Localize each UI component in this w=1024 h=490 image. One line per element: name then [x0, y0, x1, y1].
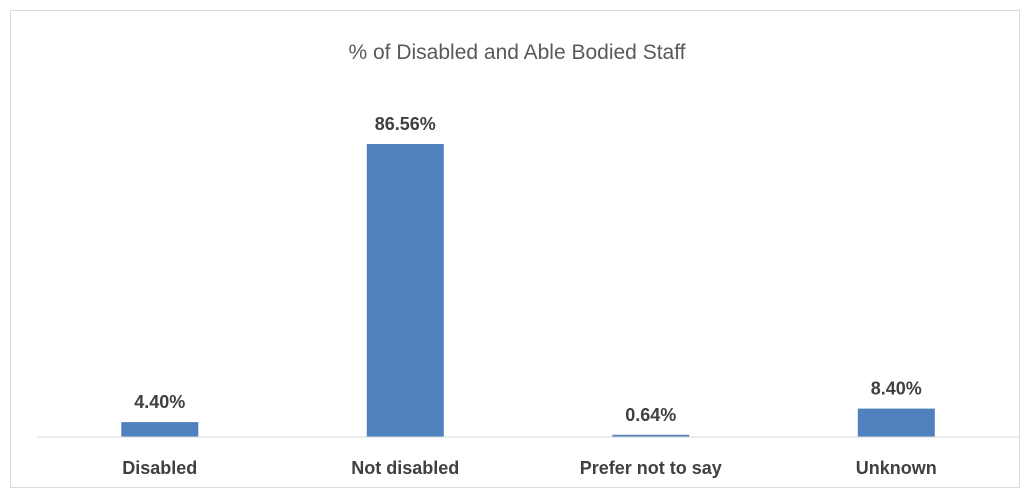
category-label: Not disabled — [351, 458, 459, 478]
chart-title: % of Disabled and Able Bodied Staff — [348, 41, 685, 64]
chart-frame: % of Disabled and Able Bodied Staff 4.40… — [10, 10, 1020, 488]
bar-not-disabled — [366, 144, 444, 437]
bar-prefer-not-to-say — [612, 434, 690, 437]
category-label: Unknown — [856, 458, 937, 478]
category-label: Prefer not to say — [580, 458, 722, 478]
bar-disabled — [121, 422, 199, 437]
data-label: 0.64% — [625, 405, 676, 425]
bars-group — [121, 144, 935, 437]
data-label: 4.40% — [134, 392, 185, 412]
labels-group: 4.40% Disabled 86.56% Not disabled 0.64% Pref… — [122, 114, 937, 478]
category-label: Disabled — [122, 458, 197, 478]
bar-unknown — [857, 408, 935, 437]
data-label: 86.56% — [375, 114, 436, 134]
bar-chart: % of Disabled and Able Bodied Staff 4.40… — [37, 41, 1019, 478]
data-label: 8.40% — [871, 379, 922, 399]
